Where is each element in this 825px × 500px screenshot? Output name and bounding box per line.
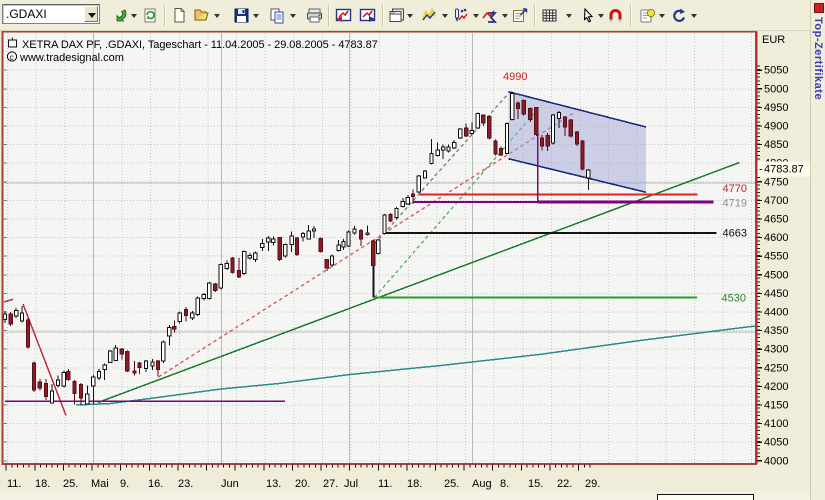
svg-text:4750: 4750 (764, 176, 788, 188)
svg-text:4900: 4900 (764, 121, 788, 133)
svg-text:4150: 4150 (764, 400, 788, 412)
svg-text:20.: 20. (295, 478, 310, 490)
svg-text:25.: 25. (63, 478, 78, 490)
svg-text:4500: 4500 (764, 269, 788, 281)
svg-text:4530: 4530 (722, 293, 746, 305)
svg-text:4250: 4250 (764, 362, 788, 374)
svg-text:c: c (10, 53, 14, 62)
svg-text:www.tradesignal.com: www.tradesignal.com (19, 52, 124, 64)
svg-text:9.: 9. (120, 478, 129, 490)
svg-text:11.: 11. (7, 478, 21, 490)
svg-text:4650: 4650 (764, 214, 788, 226)
svg-text:22.: 22. (557, 478, 572, 490)
svg-text:13.: 13. (266, 478, 281, 490)
svg-text:29.: 29. (585, 478, 600, 490)
svg-text:4663: 4663 (723, 228, 747, 240)
svg-text:4783.87: 4783.87 (764, 164, 804, 176)
svg-text:23.: 23. (178, 478, 193, 490)
svg-text:Aug: Aug (472, 478, 492, 490)
svg-text:15.: 15. (528, 478, 543, 490)
svg-text:4350: 4350 (764, 325, 788, 337)
svg-text:8.: 8. (500, 478, 509, 490)
svg-text:18.: 18. (407, 478, 422, 490)
svg-text:EUR: EUR (762, 34, 785, 46)
svg-text:4400: 4400 (764, 307, 788, 319)
svg-text:4700: 4700 (764, 195, 788, 207)
svg-text:Jun: Jun (221, 478, 239, 490)
svg-text:5050: 5050 (764, 65, 788, 77)
svg-text:27.: 27. (323, 478, 338, 490)
svg-text:4770: 4770 (723, 183, 747, 195)
svg-text:4300: 4300 (764, 344, 788, 356)
svg-text:-: - (759, 164, 763, 176)
svg-text:4200: 4200 (764, 381, 788, 393)
svg-text:16.: 16. (148, 478, 163, 490)
svg-text:Jul: Jul (344, 478, 358, 490)
svg-text:4100: 4100 (764, 418, 788, 430)
svg-text:4550: 4550 (764, 251, 788, 263)
svg-text:4050: 4050 (764, 437, 788, 449)
svg-text:25.: 25. (444, 478, 459, 490)
svg-text:4850: 4850 (764, 139, 788, 151)
svg-text:18.: 18. (35, 478, 50, 490)
svg-text:4600: 4600 (764, 232, 788, 244)
svg-text:4719: 4719 (723, 198, 747, 210)
svg-text:11.: 11. (378, 478, 392, 490)
svg-text:5000: 5000 (764, 83, 788, 95)
svg-text:4450: 4450 (764, 288, 788, 300)
svg-text:4000: 4000 (764, 455, 788, 467)
svg-text:Mai: Mai (91, 478, 109, 490)
svg-text:4950: 4950 (764, 102, 788, 114)
svg-text:XETRA DAX PF, .GDAXI, Tagescha: XETRA DAX PF, .GDAXI, Tageschart - 11.04… (22, 39, 378, 51)
svg-text:4990: 4990 (503, 71, 527, 83)
